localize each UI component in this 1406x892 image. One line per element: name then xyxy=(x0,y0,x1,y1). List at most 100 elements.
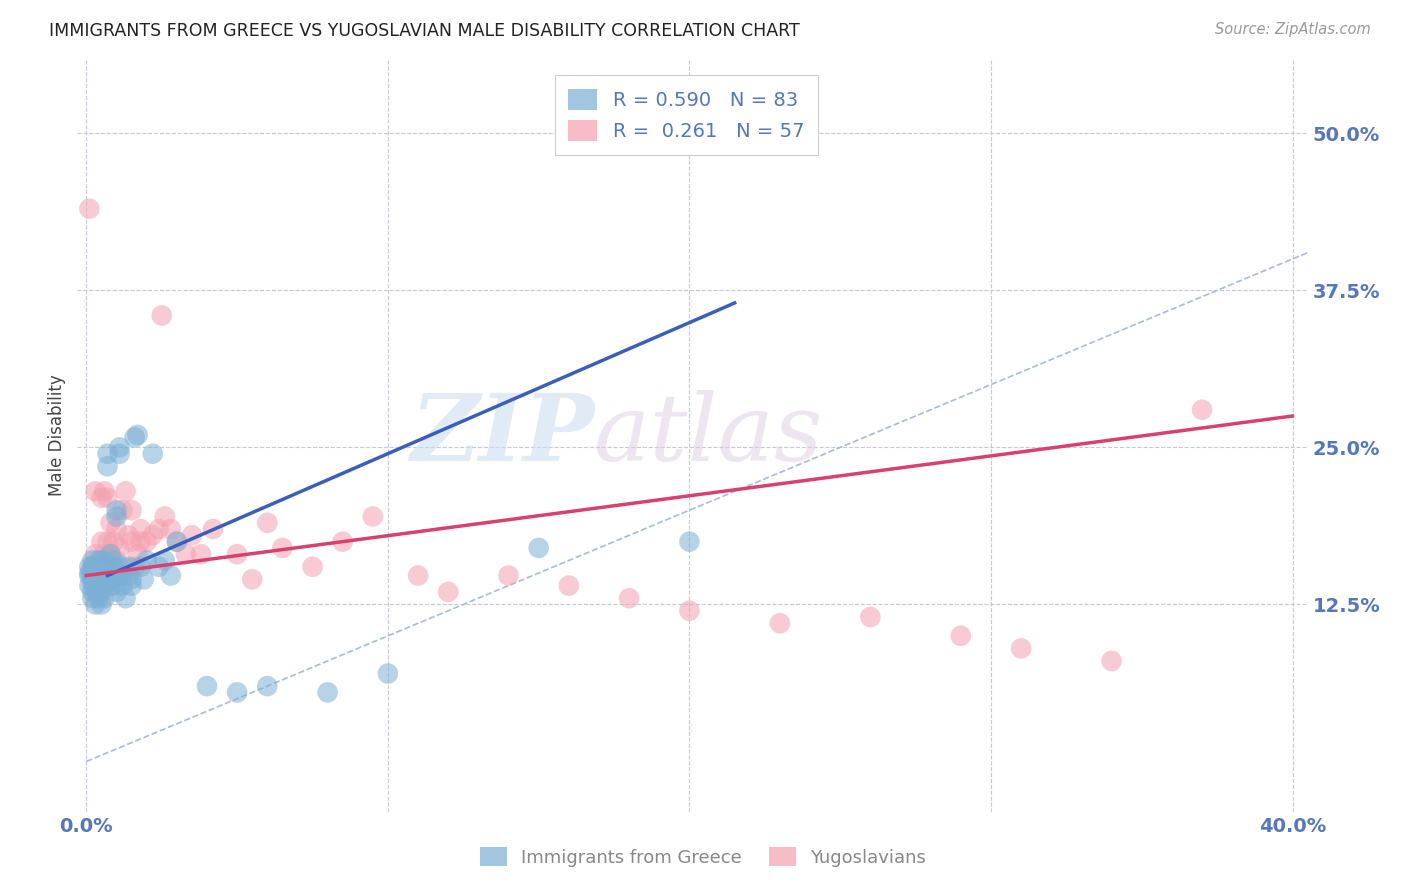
Point xyxy=(174,547,197,561)
Point xyxy=(79,568,101,582)
Legend: R = 0.590   N = 83, R =  0.261   N = 57: R = 0.590 N = 83, R = 0.261 N = 57 xyxy=(554,75,818,154)
Point xyxy=(87,559,110,574)
Point xyxy=(90,568,112,582)
Point xyxy=(103,559,125,574)
Point xyxy=(90,559,112,574)
Point xyxy=(82,553,104,567)
Point xyxy=(90,585,112,599)
Point xyxy=(100,547,122,561)
Point xyxy=(93,591,115,606)
Point xyxy=(226,547,249,561)
Point xyxy=(316,685,339,699)
Point xyxy=(1191,402,1213,417)
Point xyxy=(84,598,107,612)
Point xyxy=(117,568,139,582)
Text: atlas: atlas xyxy=(595,390,824,480)
Point xyxy=(127,547,149,561)
Point xyxy=(82,566,104,580)
Point xyxy=(105,503,128,517)
Point xyxy=(105,522,128,536)
Point xyxy=(87,559,110,574)
Point xyxy=(79,202,101,216)
Text: ZIP: ZIP xyxy=(409,390,595,480)
Point xyxy=(96,534,118,549)
Point xyxy=(84,568,107,582)
Point xyxy=(96,572,118,586)
Point xyxy=(153,553,176,567)
Point xyxy=(96,459,118,474)
Point xyxy=(93,568,115,582)
Point xyxy=(100,547,122,561)
Point xyxy=(90,566,112,580)
Point xyxy=(117,559,139,574)
Point xyxy=(859,610,882,624)
Point xyxy=(678,604,700,618)
Point xyxy=(93,547,115,561)
Point xyxy=(105,509,128,524)
Point xyxy=(105,553,128,567)
Point xyxy=(129,522,152,536)
Point xyxy=(96,559,118,574)
Point xyxy=(121,503,143,517)
Point xyxy=(108,441,131,455)
Point xyxy=(93,559,115,574)
Point xyxy=(332,534,354,549)
Point xyxy=(103,559,125,574)
Point xyxy=(271,541,294,555)
Point xyxy=(93,579,115,593)
Point xyxy=(82,559,104,574)
Point xyxy=(132,572,155,586)
Point xyxy=(90,553,112,567)
Point xyxy=(1101,654,1123,668)
Point xyxy=(108,447,131,461)
Point xyxy=(100,579,122,593)
Point xyxy=(498,568,520,582)
Point xyxy=(87,572,110,586)
Point xyxy=(82,568,104,582)
Point xyxy=(100,559,122,574)
Point xyxy=(100,572,122,586)
Point xyxy=(87,568,110,582)
Point xyxy=(82,579,104,593)
Point xyxy=(103,572,125,586)
Legend: Immigrants from Greece, Yugoslavians: Immigrants from Greece, Yugoslavians xyxy=(472,840,934,874)
Text: Source: ZipAtlas.com: Source: ZipAtlas.com xyxy=(1215,22,1371,37)
Point xyxy=(406,568,429,582)
Point xyxy=(100,516,122,530)
Point xyxy=(82,585,104,599)
Point xyxy=(617,591,640,606)
Point xyxy=(361,509,384,524)
Point xyxy=(117,528,139,542)
Point xyxy=(103,579,125,593)
Point xyxy=(377,666,399,681)
Point xyxy=(90,598,112,612)
Point xyxy=(79,559,101,574)
Point xyxy=(142,447,165,461)
Point xyxy=(527,541,550,555)
Point xyxy=(103,553,125,567)
Point xyxy=(96,568,118,582)
Point xyxy=(1010,641,1032,656)
Point xyxy=(301,559,323,574)
Point xyxy=(127,428,149,442)
Point xyxy=(87,591,110,606)
Point xyxy=(558,579,581,593)
Point xyxy=(124,430,146,444)
Point xyxy=(148,522,170,536)
Point xyxy=(226,685,249,699)
Point xyxy=(111,579,134,593)
Point xyxy=(135,534,157,549)
Point xyxy=(166,534,188,549)
Point xyxy=(82,591,104,606)
Point xyxy=(121,534,143,549)
Point xyxy=(135,553,157,567)
Point xyxy=(84,559,107,574)
Point xyxy=(437,585,460,599)
Point xyxy=(79,579,101,593)
Y-axis label: Male Disability: Male Disability xyxy=(48,374,66,496)
Point xyxy=(84,579,107,593)
Point xyxy=(114,591,136,606)
Point xyxy=(90,579,112,593)
Point xyxy=(195,679,218,693)
Point xyxy=(103,534,125,549)
